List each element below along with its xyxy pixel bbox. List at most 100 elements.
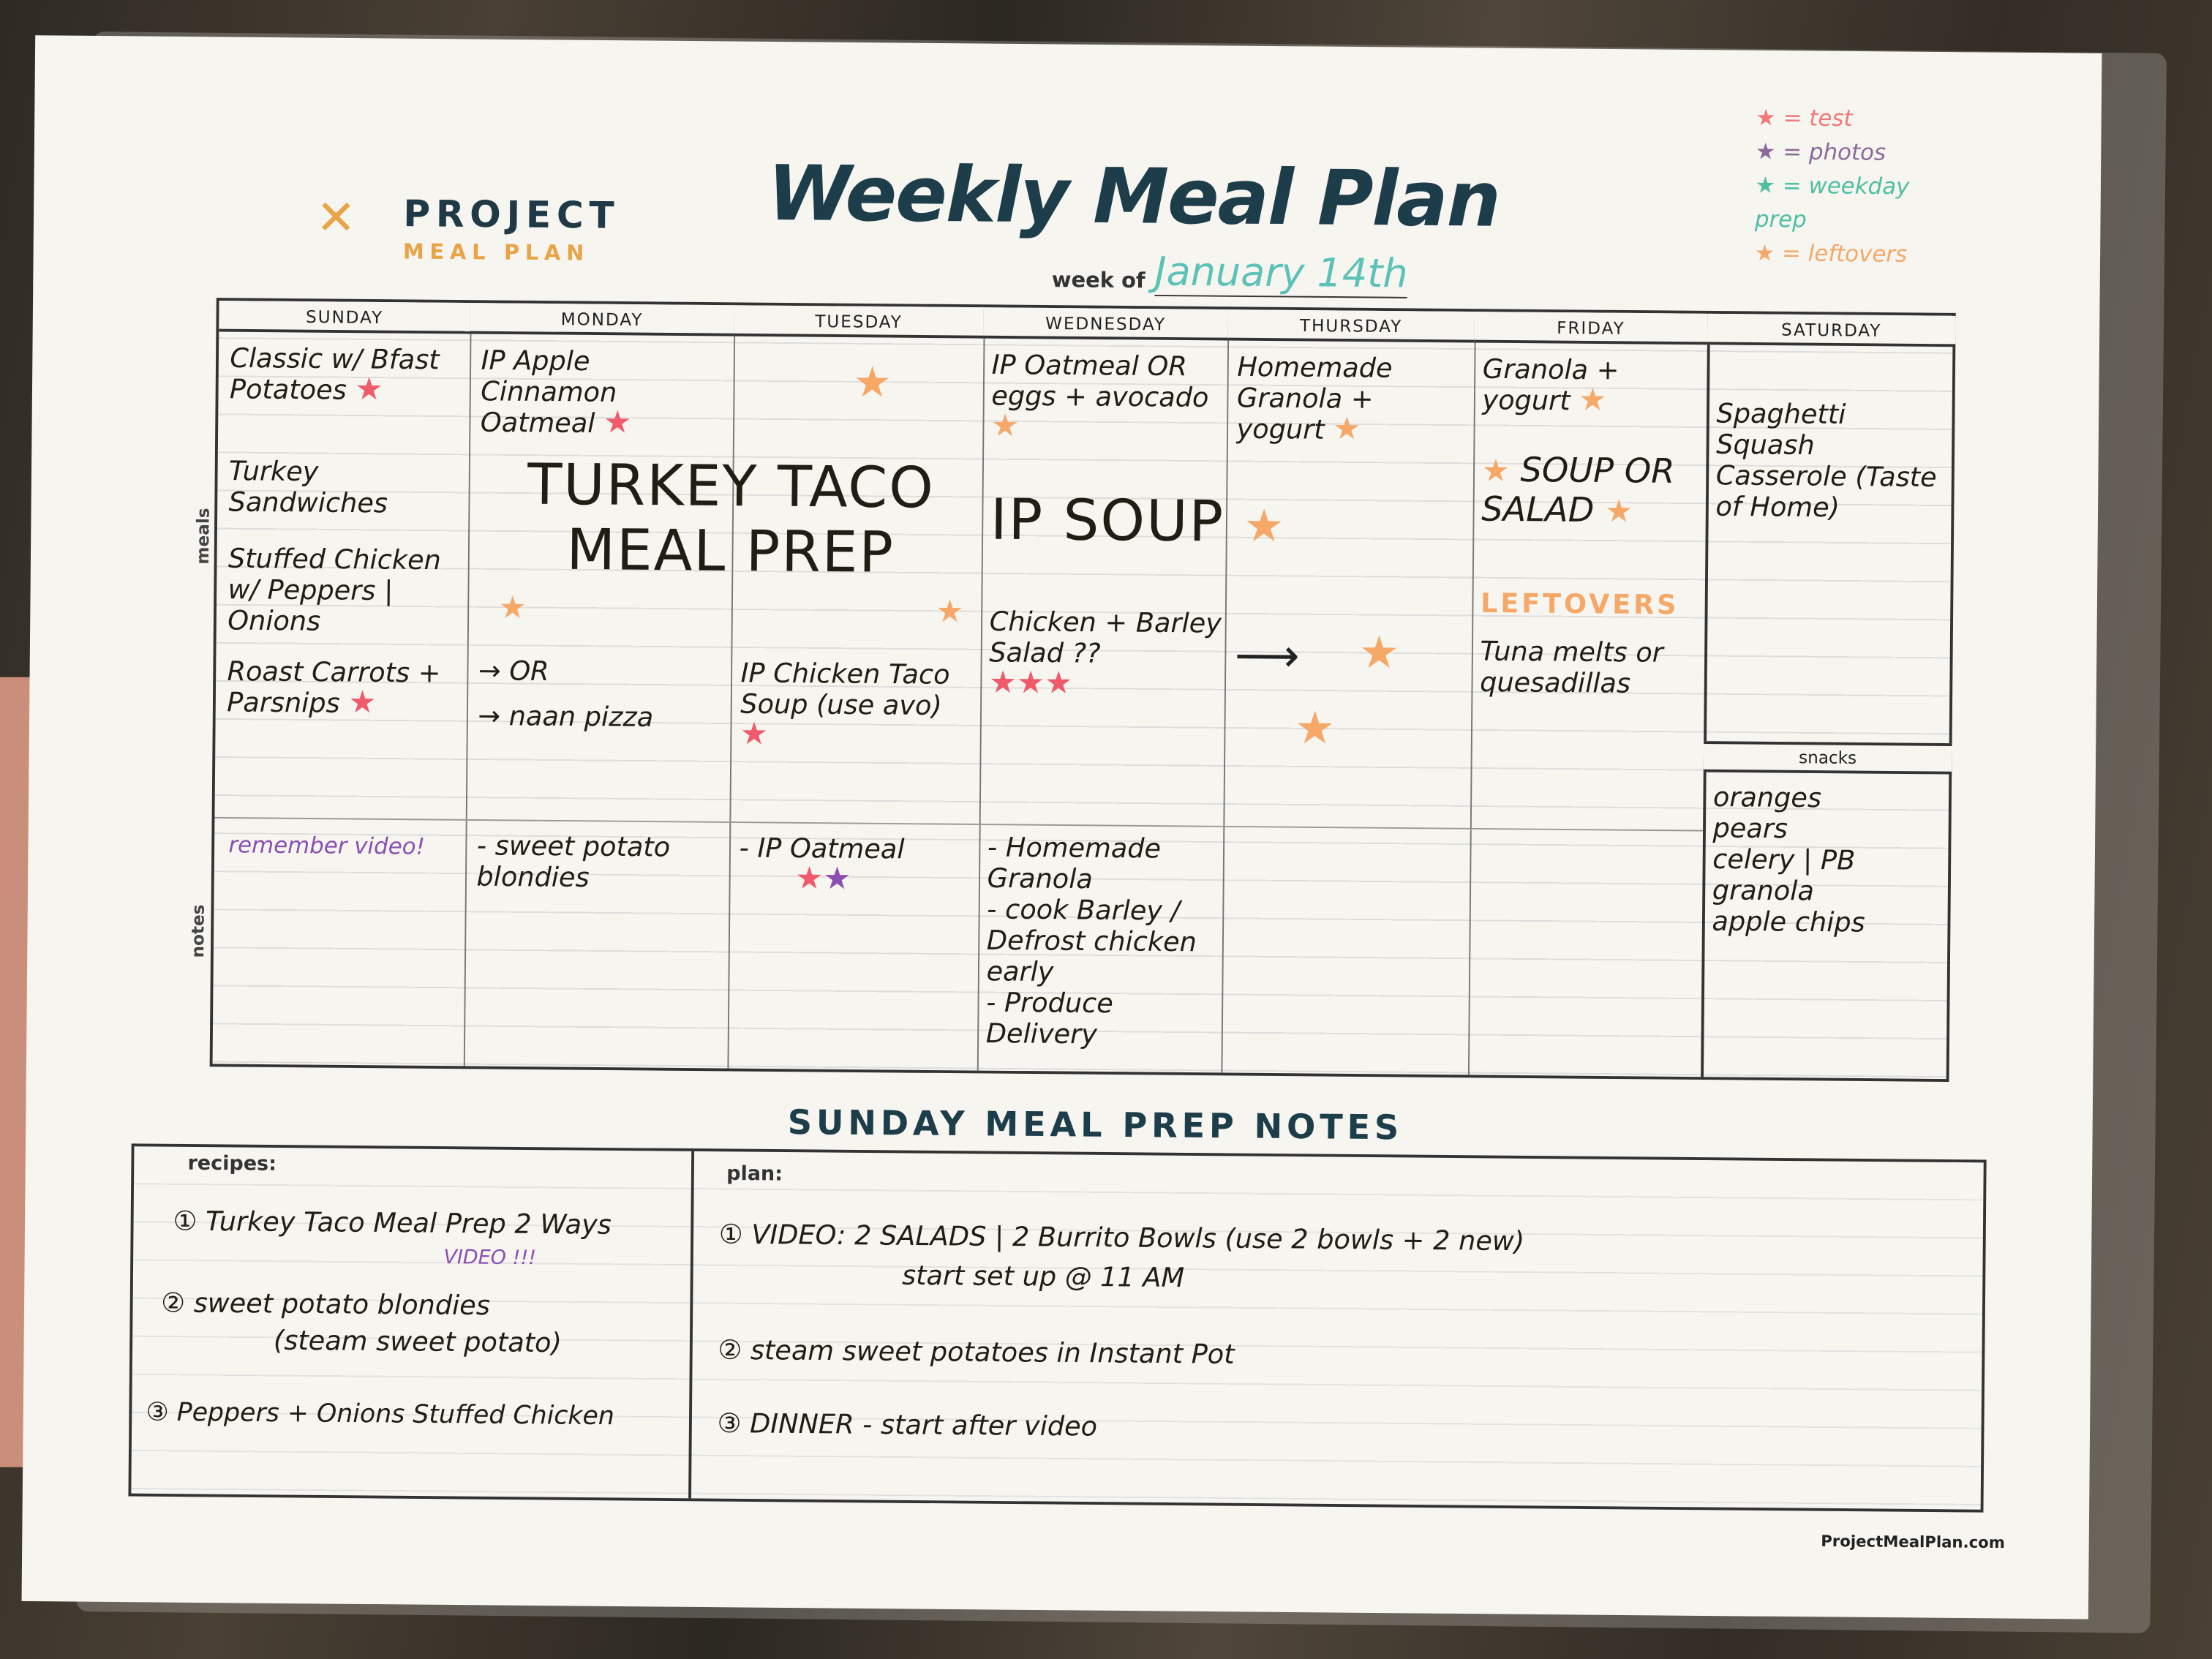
star-icon: ★ <box>853 358 892 408</box>
day-header-saturday: SATURDAY <box>1707 313 1956 347</box>
note-wednesday-list: - Homemade Granola - cook Barley / Defro… <box>986 832 1221 1052</box>
meal-plan-sheet: ✕ PROJECT MEAL PLAN Weekly Meal Plan wee… <box>21 35 2102 1620</box>
brand-line2: MEAL PLAN <box>402 238 590 266</box>
week-of-label: week of <box>1051 267 1146 293</box>
day-header-friday: FRIDAY <box>1474 312 1708 345</box>
meal-tuesday-dinner-cell: IP Chicken Taco Soup (use avo) ★ <box>740 658 974 753</box>
day-header-tuesday: TUESDAY <box>734 305 984 339</box>
star-icon: ★ <box>1333 412 1361 448</box>
page-title: Weekly Meal Plan <box>767 148 1500 244</box>
meal-saturday-dinner: Spaghetti Squash Casserole (Taste of Hom… <box>1715 398 1937 524</box>
legend-item: ★ = test <box>1756 104 1853 132</box>
star-icon: ★ <box>1243 498 1286 553</box>
note-wednesday-3: - Produce Delivery <box>985 987 1113 1051</box>
star-icon: ★ <box>1754 239 1783 267</box>
star-icon: ★ <box>1755 138 1783 165</box>
recipe-item: ② sweet potato blondies <box>160 1287 491 1322</box>
meal-wednesday-breakfast: IP Oatmeal OR eggs + avocado <box>991 350 1209 414</box>
meal-friday-leftovers: LEFTOVERS <box>1480 588 1679 621</box>
week-of-value: January 14th <box>1154 248 1408 298</box>
snack-item: oranges <box>1712 782 1822 814</box>
note-tuesday-cell: - IP Oatmeal ★★ <box>739 833 972 898</box>
legend-item: ★ = weekday prep <box>1754 171 1910 233</box>
snacks-list: oranges pears celery | PB granola apple … <box>1712 782 1946 939</box>
star-icon: ★ <box>348 685 377 721</box>
star-icon: ★ <box>740 717 769 753</box>
snack-item: celery | PB <box>1712 844 1856 877</box>
star-icon: ★ <box>990 409 1020 445</box>
star-icon: ★ <box>1481 454 1510 490</box>
arrow-icon: ⟶ <box>1234 628 1300 683</box>
meal-wednesday-dinner: Chicken + Barley Salad ?? <box>989 606 1222 670</box>
recipe-note: (steam sweet potato) <box>273 1325 563 1359</box>
snack-item: granola <box>1712 875 1815 908</box>
star-icon: ★★ <box>795 861 851 898</box>
legend-item: ★ = leftovers <box>1754 239 1908 268</box>
day-header-wednesday: WEDNESDAY <box>983 307 1228 341</box>
meal-monday-or: OR <box>509 655 549 688</box>
plan-item: ① VIDEO: 2 SALADS | 2 Burrito Bowls (use… <box>718 1219 1525 1257</box>
star-icon: ★★★ <box>988 666 1073 702</box>
meal-turkey-taco-meal-prep: TURKEY TACO MEAL PREP <box>527 453 936 587</box>
snacks-header: snacks <box>1703 741 1952 775</box>
star-legend: ★ = test ★ = photos ★ = weekday prep ★ =… <box>1754 101 1982 272</box>
star-icon: ★ <box>1579 383 1607 419</box>
plan-note: start set up @ 11 AM <box>901 1260 1185 1294</box>
star-icon: ★ <box>355 372 383 408</box>
plan-item: ② steam sweet potatoes in Instant Pot <box>718 1334 1235 1371</box>
meal-sunday-breakfast: Classic w/ Bfast Potatoes <box>229 343 440 407</box>
star-icon: ★ <box>1604 494 1633 530</box>
day-header-sunday: SUNDAY <box>219 301 470 334</box>
day-header-thursday: THURSDAY <box>1227 309 1475 343</box>
snack-item: apple chips <box>1712 906 1865 939</box>
meal-thursday-breakfast-cell: Homemade Granola + yogurt ★ <box>1236 352 1466 448</box>
notes-row-label: notes <box>187 904 208 958</box>
meal-monday-breakfast: IP Apple Cinnamon Oatmeal <box>480 345 617 440</box>
star-icon: ★ <box>603 405 632 442</box>
meal-sunday-breakfast-cell: Classic w/ Bfast Potatoes ★ <box>229 343 463 408</box>
section-title: SUNDAY MEAL PREP NOTES <box>787 1102 1404 1148</box>
note-sunday: remember video! <box>228 831 426 860</box>
footer-url: ProjectMealPlan.com <box>1821 1532 2006 1552</box>
star-icon: ★ <box>1755 171 1783 199</box>
recipes-label: recipes: <box>187 1152 277 1176</box>
note-tuesday: - IP Oatmeal <box>739 832 905 866</box>
weekly-grid: SUNDAY MONDAY TUESDAY WEDNESDAY THURSDAY… <box>188 298 1956 1082</box>
meal-monday-dinner: naan pizza <box>508 701 654 734</box>
meal-friday-lunch-cell: ★ SOUP OR SALAD ★ <box>1481 450 1701 531</box>
brand-line1: PROJECT <box>403 193 620 238</box>
meal-monday-or-cell: → OR <box>478 655 549 687</box>
note-wednesday-1: - Homemade Granola <box>987 832 1162 895</box>
meals-row-label: meals <box>192 508 214 565</box>
meal-ip-soup: IP SOUP <box>990 488 1225 555</box>
meal-monday-breakfast-cell: IP Apple Cinnamon Oatmeal ★ <box>480 345 729 442</box>
star-icon: ★ <box>1294 701 1336 755</box>
meal-sunday-dinner: Stuffed Chicken w/ Peppers | Onions <box>227 543 442 638</box>
plan-item: ③ DINNER - start after video <box>717 1408 1098 1443</box>
day-header-monday: MONDAY <box>470 303 734 336</box>
snack-item: pears <box>1712 813 1788 845</box>
note-wednesday-2: - cook Barley / Defrost chicken early <box>986 894 1197 988</box>
plan-label: plan: <box>726 1162 783 1186</box>
note-monday: - sweet potato blondies <box>476 830 671 894</box>
meal-monday-dinner-cell: → naan pizza <box>478 701 653 734</box>
meal-sunday-side: Roast Carrots + Parsnips <box>227 656 441 720</box>
meal-tuesday-dinner: IP Chicken Taco Soup (use avo) <box>740 658 950 722</box>
meal-sunday-side-cell: Roast Carrots + Parsnips ★ <box>227 656 460 721</box>
meal-ip-soup-cell: IP SOUP ★ <box>990 488 1286 555</box>
utensils-logo-icon: ✕ <box>315 189 357 247</box>
star-icon: ★ <box>498 590 527 627</box>
legend-item: ★ = photos <box>1755 138 1886 166</box>
star-icon: ★ <box>1756 104 1783 132</box>
prep-notes-box: recipes: plan: ① Turkey Taco Meal Prep 2… <box>128 1143 1987 1513</box>
meal-thursday-breakfast: Homemade Granola + yogurt <box>1236 352 1393 446</box>
arrow-icon: → <box>478 655 510 688</box>
arrow-icon: → <box>478 701 509 732</box>
recipe-item: ① Turkey Taco Meal Prep 2 Ways <box>173 1205 612 1241</box>
recipe-note: VIDEO !!! <box>443 1246 537 1270</box>
meal-friday-dinner: Tuna melts or quesadillas <box>1479 636 1663 700</box>
meal-wednesday-breakfast-cell: IP Oatmeal OR eggs + avocado ★ <box>991 350 1224 445</box>
star-icon: ★ <box>936 595 964 631</box>
recipe-item: ③ Peppers + Onions Stuffed Chicken <box>146 1397 615 1432</box>
